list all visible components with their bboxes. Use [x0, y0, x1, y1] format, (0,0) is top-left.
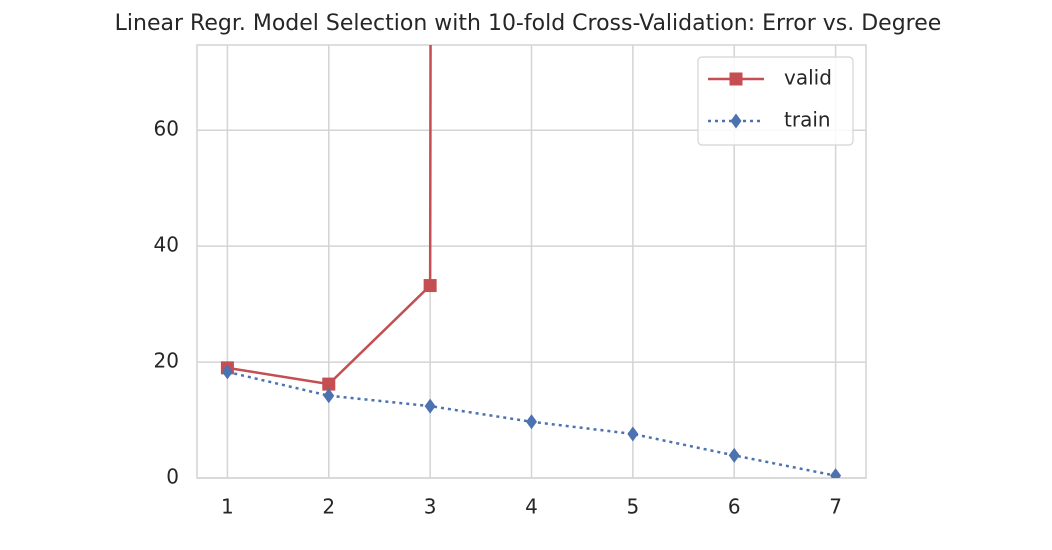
x-tick-label: 6 — [728, 495, 741, 519]
x-tick-label: 3 — [424, 495, 437, 519]
legend-marker — [729, 72, 743, 86]
x-tick-label: 4 — [525, 495, 538, 519]
x-tick-label: 5 — [626, 495, 639, 519]
marker — [424, 398, 436, 414]
legend-label: train — [784, 108, 831, 132]
x-tick-label: 1 — [221, 495, 234, 519]
marker — [728, 447, 740, 463]
plot-frame — [196, 44, 867, 479]
x-tick-label: 2 — [322, 495, 335, 519]
legend-marker — [730, 113, 742, 129]
marker — [526, 414, 537, 430]
y-tick-label: 20 — [154, 349, 179, 373]
marker — [322, 377, 336, 391]
y-tick-label: 0 — [166, 465, 179, 489]
plot-area — [220, 45, 842, 478]
series-line — [227, 45, 432, 386]
chart-title: Linear Regr. Model Selection with 10-fol… — [115, 11, 942, 36]
x-tick-label: 7 — [829, 495, 842, 519]
marker — [323, 388, 335, 404]
marker — [830, 468, 842, 478]
marker — [423, 279, 437, 293]
marker — [627, 426, 639, 442]
y-tick-label: 40 — [154, 233, 179, 257]
marker — [221, 364, 233, 380]
legend-label: valid — [784, 66, 832, 90]
y-tick-label: 60 — [154, 117, 179, 141]
